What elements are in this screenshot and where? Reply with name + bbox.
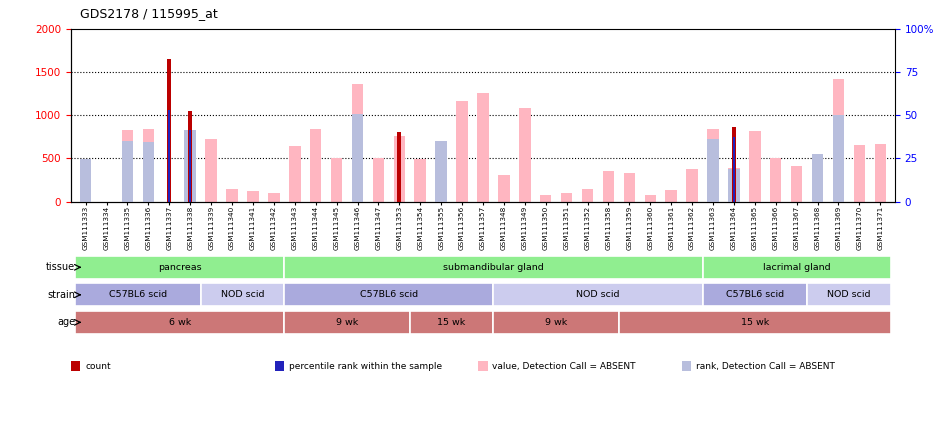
Bar	[205, 139, 217, 202]
Text: 9 wk: 9 wk	[336, 318, 358, 327]
Text: strain: strain	[47, 290, 75, 300]
Bar	[703, 256, 891, 279]
Bar	[188, 111, 192, 202]
Bar	[812, 154, 823, 202]
Text: C57BL6 scid: C57BL6 scid	[360, 290, 418, 299]
Bar	[540, 194, 551, 202]
Bar	[201, 283, 284, 306]
Text: NOD scid: NOD scid	[827, 290, 870, 299]
Bar	[498, 175, 509, 202]
Bar	[812, 163, 823, 202]
Text: age: age	[57, 317, 75, 327]
Bar	[703, 283, 807, 306]
Bar	[436, 159, 447, 202]
Bar	[247, 191, 259, 202]
Bar	[791, 166, 802, 202]
Text: value, Detection Call = ABSENT: value, Detection Call = ABSENT	[492, 362, 636, 371]
Bar	[456, 100, 468, 202]
Text: 15 wk: 15 wk	[438, 318, 466, 327]
Text: count: count	[85, 362, 111, 371]
Text: GDS2178 / 115995_at: GDS2178 / 115995_at	[80, 7, 218, 20]
Text: NOD scid: NOD scid	[221, 290, 264, 299]
Text: lacrimal gland: lacrimal gland	[763, 263, 831, 272]
Bar	[853, 146, 866, 202]
Bar	[581, 189, 593, 202]
Bar	[733, 137, 735, 202]
Bar	[493, 283, 703, 306]
Text: NOD scid: NOD scid	[576, 290, 619, 299]
Bar	[80, 160, 92, 202]
Bar	[185, 132, 196, 202]
Bar	[351, 115, 364, 202]
Bar	[284, 311, 410, 334]
Text: pancreas: pancreas	[158, 263, 202, 272]
Bar	[770, 159, 781, 202]
Text: C57BL6 scid: C57BL6 scid	[725, 290, 784, 299]
Bar	[645, 195, 656, 202]
Bar	[493, 311, 619, 334]
Bar	[687, 169, 698, 202]
Bar	[436, 141, 447, 202]
Bar	[310, 129, 321, 202]
Bar	[373, 158, 384, 202]
Bar	[351, 84, 364, 202]
Bar	[832, 115, 844, 202]
Bar	[143, 129, 154, 202]
Bar	[75, 283, 201, 306]
Bar	[398, 132, 402, 202]
Text: 6 wk: 6 wk	[169, 318, 191, 327]
Bar	[284, 283, 493, 306]
Bar	[619, 311, 891, 334]
Bar	[832, 79, 844, 202]
Bar	[732, 127, 736, 202]
Bar	[189, 130, 191, 202]
Bar	[749, 131, 760, 202]
Text: submandibular gland: submandibular gland	[443, 263, 544, 272]
Bar	[602, 171, 615, 202]
Bar	[168, 59, 171, 202]
Bar	[122, 130, 134, 202]
Text: rank, Detection Call = ABSENT: rank, Detection Call = ABSENT	[696, 362, 835, 371]
Bar	[707, 129, 719, 202]
Bar	[268, 194, 279, 202]
Bar	[75, 311, 284, 334]
Bar	[394, 136, 405, 202]
Bar	[561, 193, 572, 202]
Text: 9 wk: 9 wk	[545, 318, 567, 327]
Bar	[707, 139, 719, 202]
Bar	[477, 93, 489, 202]
Bar	[623, 173, 635, 202]
Text: 15 wk: 15 wk	[741, 318, 769, 327]
Bar	[80, 159, 92, 202]
Bar	[185, 130, 196, 202]
Bar	[169, 110, 170, 202]
Bar	[226, 190, 238, 202]
Bar	[874, 144, 886, 202]
Bar	[410, 311, 493, 334]
Bar	[666, 190, 677, 202]
Text: C57BL6 scid: C57BL6 scid	[109, 290, 167, 299]
Bar	[728, 169, 740, 202]
Bar	[807, 283, 891, 306]
Bar	[143, 142, 154, 202]
Bar	[331, 159, 343, 202]
Text: percentile rank within the sample: percentile rank within the sample	[289, 362, 442, 371]
Bar	[289, 147, 300, 202]
Bar	[728, 168, 740, 202]
Bar	[75, 256, 284, 279]
Bar	[415, 159, 426, 202]
Text: tissue: tissue	[46, 262, 75, 272]
Bar	[519, 108, 530, 202]
Bar	[284, 256, 703, 279]
Bar	[122, 141, 134, 202]
